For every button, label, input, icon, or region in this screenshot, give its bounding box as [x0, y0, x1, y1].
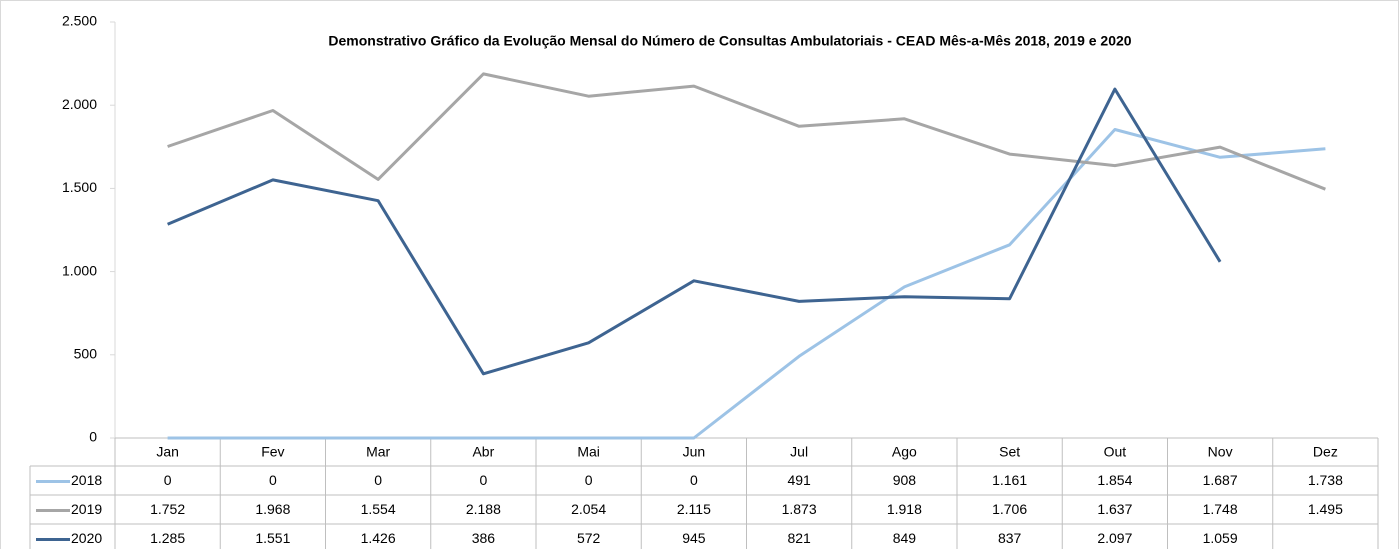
y-tick-label: 1.000 [62, 262, 97, 278]
table-value: 0 [479, 472, 487, 488]
y-tick-label: 0 [89, 429, 97, 445]
y-tick-label: 500 [74, 346, 98, 362]
table-value: 0 [690, 472, 698, 488]
table-value: 1.426 [361, 530, 396, 546]
table-value: 0 [374, 472, 382, 488]
x-tick-label: Set [999, 444, 1020, 460]
table-value: 908 [893, 472, 917, 488]
table-value: 1.637 [1097, 501, 1132, 517]
table-value: 2.115 [677, 501, 711, 517]
table-value: 1.748 [1203, 501, 1238, 517]
table-value: 1.687 [1203, 472, 1238, 488]
table-value: 0 [164, 472, 172, 488]
table-value: 1.706 [992, 501, 1027, 517]
table-value: 2.188 [466, 501, 501, 517]
table-value: 1.854 [1097, 472, 1132, 488]
x-tick-label: Mar [366, 444, 390, 460]
y-tick-label: 1.500 [62, 179, 97, 195]
table-value: 1.738 [1308, 472, 1343, 488]
table-value: 821 [787, 530, 811, 546]
chart-title: Demonstrativo Gráfico da Evolução Mensal… [328, 33, 1131, 49]
table-value: 1.161 [992, 472, 1027, 488]
series-line [167, 87, 1222, 376]
table-value: 1.918 [887, 501, 922, 517]
table-value: 0 [269, 472, 277, 488]
table-value: 1.554 [361, 501, 396, 517]
x-tick-label: Mai [577, 444, 600, 460]
table-value: 386 [472, 530, 496, 546]
y-tick-label: 2.000 [62, 96, 97, 112]
x-tick-label: Out [1104, 444, 1127, 460]
table-value: 0 [585, 472, 593, 488]
x-tick-label: Jun [683, 444, 706, 460]
x-tick-label: Ago [892, 444, 917, 460]
table-value: 1.285 [150, 530, 185, 546]
table-value: 1.873 [782, 501, 817, 517]
x-tick-label: Jul [790, 444, 808, 460]
table-value: 1.551 [255, 530, 290, 546]
table-value: 572 [577, 530, 601, 546]
table-value: 849 [893, 530, 917, 546]
table-value: 2.097 [1097, 530, 1132, 546]
legend-label: 2018 [71, 472, 102, 488]
x-tick-label: Fev [261, 444, 284, 460]
x-tick-label: Nov [1208, 444, 1233, 460]
table-value: 1.968 [255, 501, 290, 517]
table-value: 1.495 [1308, 501, 1343, 517]
table-value: 1.059 [1203, 530, 1238, 546]
table-value: 2.054 [571, 501, 606, 517]
legend-label: 2020 [71, 530, 102, 546]
table-value: 1.752 [150, 501, 185, 517]
series-line [167, 128, 1326, 440]
series-line [167, 72, 1326, 191]
table-value: 945 [682, 530, 706, 546]
x-tick-label: Dez [1313, 444, 1338, 460]
x-tick-label: Jan [156, 444, 179, 460]
table-value: 837 [998, 530, 1022, 546]
x-tick-label: Abr [472, 444, 494, 460]
y-tick-label: 2.500 [62, 13, 97, 29]
legend-label: 2019 [71, 501, 102, 517]
table-value: 491 [787, 472, 811, 488]
